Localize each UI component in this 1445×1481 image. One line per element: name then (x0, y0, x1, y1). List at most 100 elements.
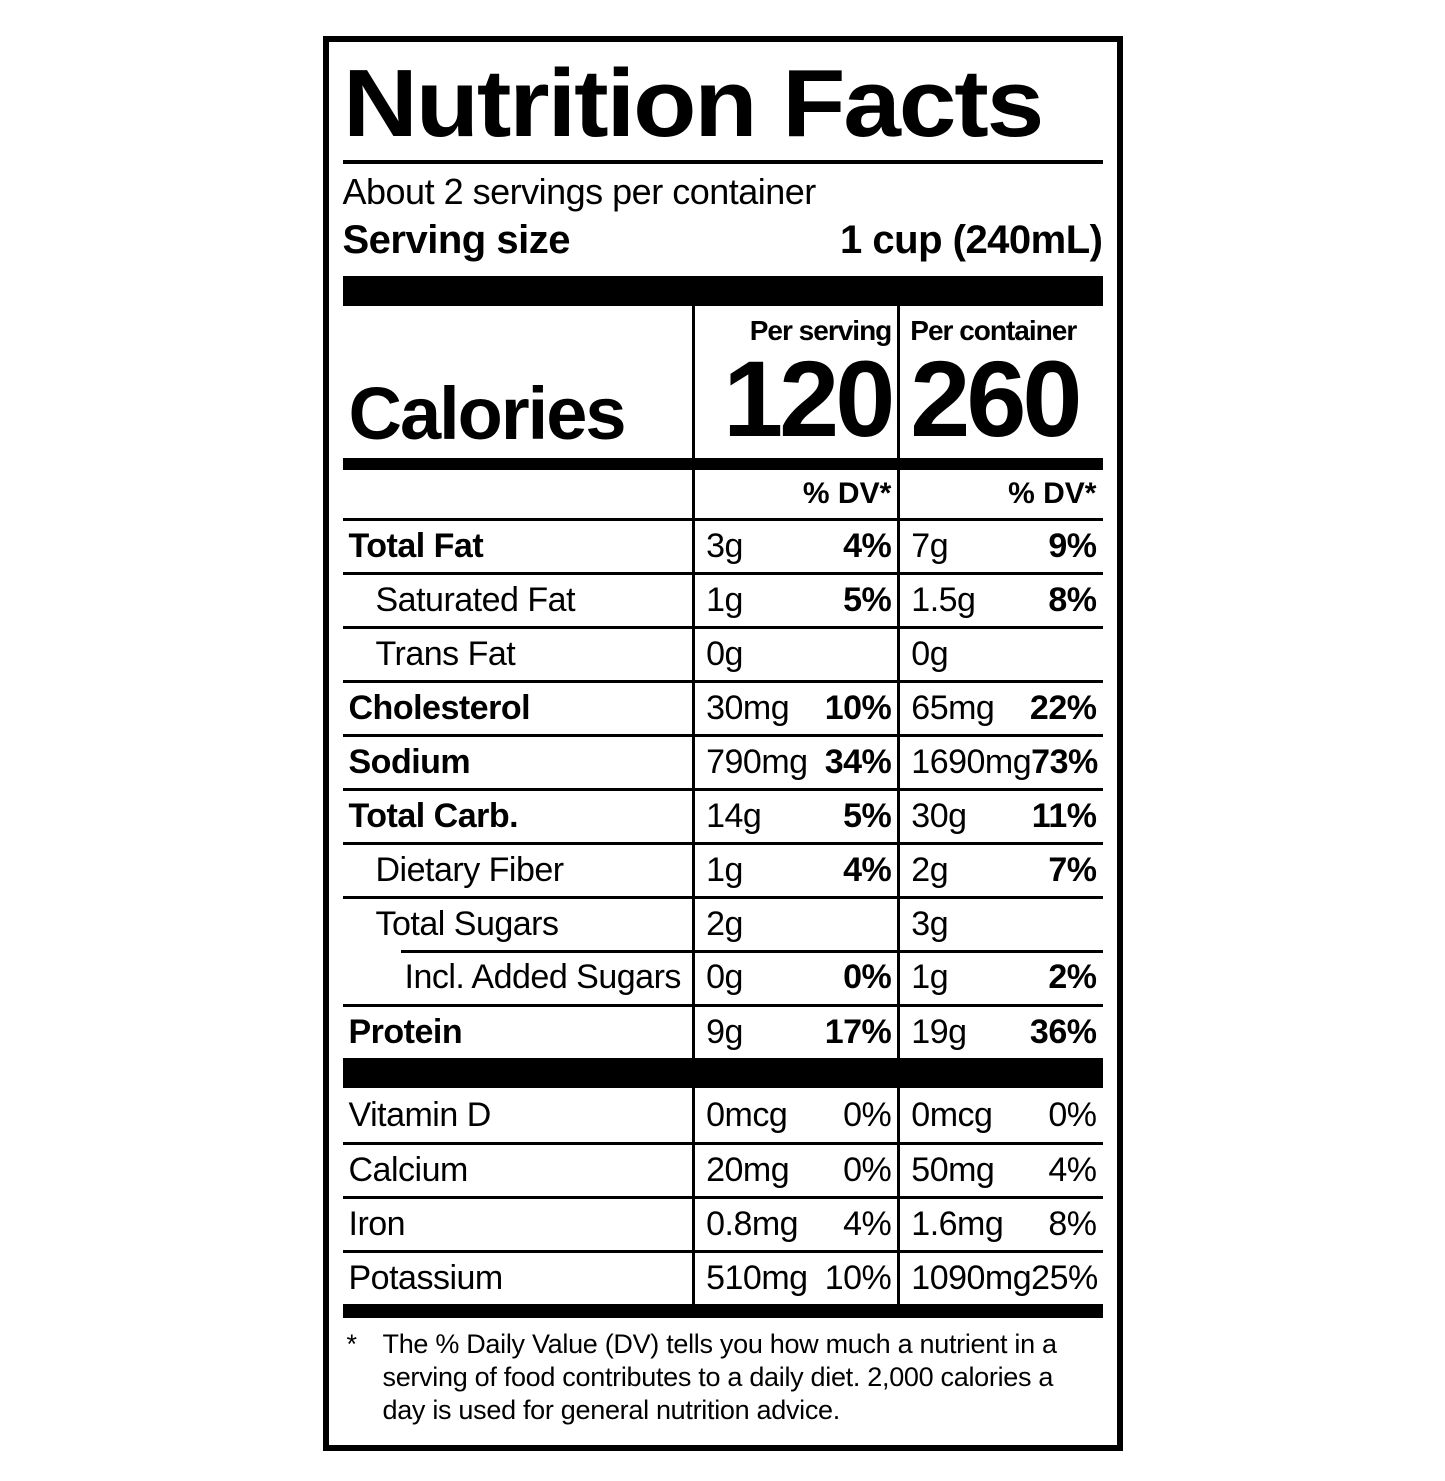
nutrient-name: Saturated Fat (375, 581, 576, 619)
thick-divider-bar-protein (342, 1058, 1103, 1088)
container-dv: 8% (1048, 1205, 1097, 1243)
serving-dv: 4% (843, 851, 892, 889)
container-amount: 1.6mg (911, 1205, 1004, 1243)
nutrient-name: Total Fat (348, 527, 484, 565)
table-row-trans-fat: Trans Fat 0g 0g (342, 626, 1103, 680)
serving-dv: 5% (843, 581, 892, 619)
calories-per-serving-cell: Per serving 120 (692, 306, 897, 458)
nutrient-name: Iron (348, 1205, 406, 1243)
nutrient-name: Cholesterol (348, 689, 531, 727)
dv-header-empty-cell (343, 470, 693, 518)
container-amount: 30g (911, 797, 967, 835)
serving-size-label: Serving size (342, 218, 571, 262)
container-amount: 0g (911, 635, 949, 673)
footnote-text: The % Daily Value (DV) tells you how muc… (382, 1329, 1058, 1425)
nutrient-name: Vitamin D (348, 1095, 492, 1134)
calories-per-serving-value: 120 (723, 338, 895, 459)
nutrient-name: Sodium (348, 743, 471, 781)
table-row-sodium: Sodium 790mg 34% 1690mg 73% (342, 734, 1103, 788)
serving-dv: 0% (843, 1095, 892, 1134)
container-amount: 1.5g (911, 581, 976, 619)
serving-dv: 0% (843, 957, 892, 996)
calories-per-container-value: 260 (910, 338, 1082, 459)
nutrient-name: Total Carb. (348, 797, 519, 835)
serving-dv: 4% (843, 1205, 892, 1243)
footnote-divider-bar (342, 1304, 1103, 1318)
serving-amount: 1g (706, 581, 743, 619)
container-amount: 0mcg (911, 1095, 993, 1134)
container-dv: 73% (1031, 743, 1098, 781)
footnote: * The % Daily Value (DV) tells you how m… (343, 1318, 1103, 1435)
serving-amount: 0g (706, 957, 743, 996)
container-dv: 8% (1048, 581, 1097, 619)
table-row-total-fat: Total Fat 3g 4% 7g 9% (342, 518, 1103, 572)
table-row-calcium: Calcium 20mg 0% 50mg 4% (342, 1142, 1103, 1196)
nutrient-name: Protein (348, 1013, 463, 1051)
serving-amount: 790mg (706, 743, 808, 781)
container-amount: 65mg (911, 689, 995, 727)
table-row-total-sugars: Total Sugars 2g 3g (342, 896, 1103, 950)
serving-amount: 30mg (706, 689, 790, 727)
nutrient-name: Incl. Added Sugars (404, 957, 682, 996)
dv-header-serving-cell: % DV* (692, 470, 897, 518)
nutrient-name: Potassium (348, 1259, 504, 1297)
nutrient-name: Total Sugars (375, 905, 560, 943)
serving-dv: 4% (843, 527, 892, 565)
container-dv: 7% (1048, 851, 1097, 889)
serving-dv: 5% (843, 797, 892, 835)
dv-header-row: % DV* % DV* (343, 470, 1103, 518)
table-row-total-carb: Total Carb. 14g 5% 30g 11% (342, 788, 1103, 842)
nutrient-name: Calcium (348, 1151, 469, 1189)
per-container-header: Per container (910, 315, 1077, 346)
container-amount: 50mg (911, 1151, 995, 1189)
container-amount: 2g (911, 851, 949, 889)
label-title: Nutrition Facts (342, 50, 1044, 157)
serving-dv: 10% (824, 1259, 892, 1297)
serving-amount: 14g (706, 797, 762, 835)
table-row-protein: Protein 9g 17% 19g 36% (342, 1004, 1103, 1058)
serving-amount: 9g (706, 1013, 743, 1051)
nutrient-name: Trans Fat (375, 635, 516, 673)
container-dv: 22% (1029, 689, 1097, 727)
serving-amount: 0.8mg (706, 1205, 799, 1243)
serving-amount: 510mg (706, 1259, 808, 1297)
container-amount: 1090mg (911, 1259, 1032, 1297)
container-dv: 2% (1048, 957, 1097, 996)
serving-amount: 2g (706, 905, 743, 943)
serving-dv: 17% (824, 1013, 892, 1051)
nutrient-name: Dietary Fiber (375, 851, 565, 889)
medium-divider-bar (342, 458, 1103, 470)
container-dv: 4% (1048, 1151, 1097, 1189)
serving-size-value: 1 cup (240mL) (840, 218, 1103, 262)
table-row-iron: Iron 0.8mg 4% 1.6mg 8% (342, 1196, 1103, 1250)
serving-amount: 3g (706, 527, 743, 565)
table-row-added-sugars: Incl. Added Sugars 0g 0% 1g 2% (343, 950, 1103, 1004)
calories-per-container-cell: Per container 260 (897, 306, 1102, 458)
container-dv: 9% (1048, 527, 1097, 565)
table-row-potassium: Potassium 510mg 10% 1090mg 25% (342, 1250, 1103, 1304)
serving-amount: 20mg (706, 1151, 790, 1189)
nutrition-facts-label: Nutrition Facts About 2 servings per con… (322, 36, 1123, 1451)
container-amount: 1g (911, 957, 949, 996)
serving-dv: 10% (824, 689, 892, 727)
dv-header-serving: % DV* (802, 477, 892, 510)
serving-amount: 1g (706, 851, 743, 889)
container-dv: 25% (1031, 1259, 1098, 1297)
table-row-dietary-fiber: Dietary Fiber 1g 4% 2g 7% (342, 842, 1103, 896)
container-amount: 7g (911, 527, 949, 565)
footnote-asterisk: * (346, 1329, 358, 1359)
container-amount: 3g (911, 905, 949, 943)
calories-section: Calories Per serving 120 Per container 2… (343, 306, 1103, 458)
container-amount: 19g (911, 1013, 967, 1051)
serving-amount: 0g (706, 635, 743, 673)
servings-per-container: About 2 servings per container (342, 171, 817, 212)
serving-size-row: Serving size 1 cup (240mL) (342, 216, 1104, 264)
thick-divider-bar-top (342, 276, 1103, 306)
calories-label: Calories (348, 372, 627, 456)
table-row-cholesterol: Cholesterol 30mg 10% 65mg 22% (342, 680, 1103, 734)
calories-word-cell: Calories (343, 306, 693, 458)
dv-header-container: % DV* (1008, 477, 1097, 510)
container-dv: 0% (1048, 1095, 1097, 1134)
per-serving-header: Per serving (749, 315, 893, 346)
table-row-saturated-fat: Saturated Fat 1g 5% 1.5g 8% (342, 572, 1103, 626)
